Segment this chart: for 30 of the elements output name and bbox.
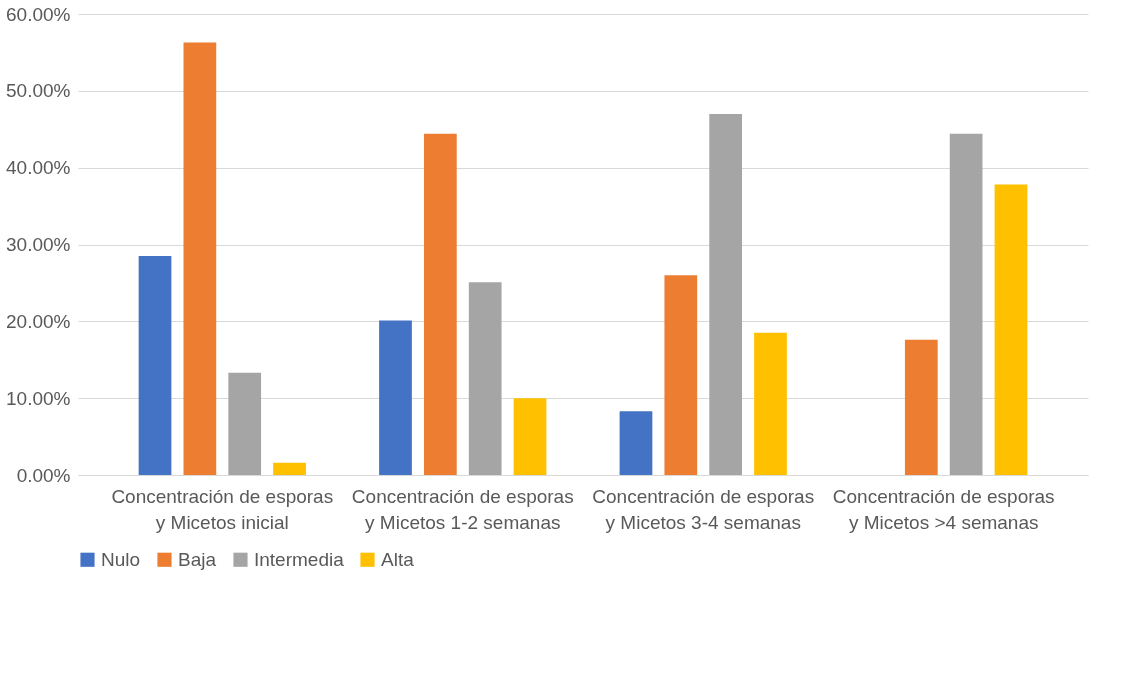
bar xyxy=(228,372,262,475)
bar xyxy=(468,282,502,475)
bar xyxy=(379,320,412,475)
bar xyxy=(423,133,457,475)
bar xyxy=(619,411,653,475)
y-tick-label: 30.00% xyxy=(6,234,71,255)
y-tick-label: 20.00% xyxy=(6,310,71,332)
bar xyxy=(183,42,217,475)
bar xyxy=(994,184,1028,475)
x-tick-label: Concentración de esporas y Micetos inicial xyxy=(111,485,334,533)
x-tick-label: Concentración de esporas y Micetos 1-2 semanas xyxy=(351,485,574,533)
y-tick-label: 60.00% xyxy=(6,3,71,25)
legend-label: Baja xyxy=(178,548,217,570)
bar xyxy=(904,339,938,475)
bar xyxy=(709,113,743,475)
y-tick-label: 0.00% xyxy=(16,464,71,486)
y-tick-label: 50.00% xyxy=(6,80,71,102)
bar xyxy=(273,462,306,475)
legend-label: Alta xyxy=(381,548,415,570)
x-tick-label: Concentración de esporas y Micetos 3-4 semanas xyxy=(592,485,815,533)
bar xyxy=(754,332,787,475)
bar xyxy=(664,275,698,475)
legend-label: Intermedia xyxy=(254,548,345,570)
bar xyxy=(138,256,172,475)
x-tick-label: Concentración de esporas y Micetos >4 semanas xyxy=(832,485,1055,533)
bar xyxy=(513,398,547,475)
y-tick-label: 10.00% xyxy=(6,387,71,409)
legend-label: Nulo xyxy=(101,548,141,570)
bar xyxy=(949,133,983,475)
y-tick-label: 40.00% xyxy=(6,157,71,179)
